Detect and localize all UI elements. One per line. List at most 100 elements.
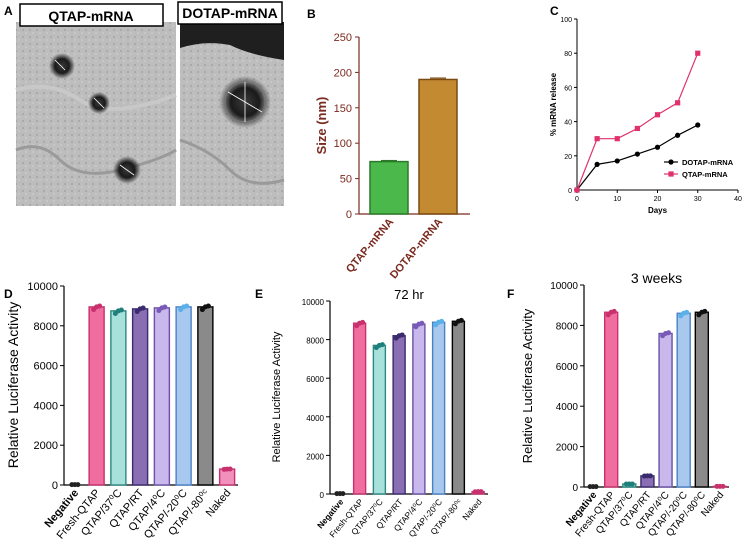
- d-replicate-point: [227, 466, 233, 472]
- d-replicate-point: [162, 304, 168, 310]
- f-replicate-point: [611, 308, 617, 314]
- d-y-tick-label: 4000: [34, 400, 58, 412]
- d-y-tick-label: 10000: [27, 281, 58, 293]
- e-replicate-point: [458, 317, 464, 323]
- c-point: [654, 112, 661, 118]
- f-y-tick-label: 4000: [556, 402, 579, 413]
- e-replicate-point: [379, 342, 385, 348]
- d-bar: [197, 306, 214, 486]
- c-x-tick-label: 0: [575, 196, 579, 203]
- c-point: [675, 132, 681, 138]
- e-replicate-point: [399, 332, 405, 338]
- b-y-tick-label: 250: [334, 32, 352, 44]
- d-y-tick-label: 2000: [34, 440, 58, 452]
- e-replicate-point: [439, 318, 445, 324]
- d-replicate-point: [75, 482, 81, 488]
- f-y-axis-label: Relative Luciferase Activity: [520, 308, 535, 463]
- e-bar: [372, 344, 387, 495]
- c-x-tick-label: 40: [734, 196, 742, 203]
- f-bar: [603, 311, 619, 488]
- c-y-tick-label: 20: [564, 154, 572, 161]
- e-y-axis-label: Relative Luciferase Activity: [271, 331, 283, 462]
- c-y-tick-label: 60: [564, 85, 572, 92]
- d-replicate-point: [205, 303, 211, 309]
- e-bar: [431, 321, 446, 495]
- c-y-tick-label: 100: [560, 17, 572, 24]
- c-point: [594, 136, 600, 142]
- e-y-tick-label: 6000: [306, 375, 324, 384]
- e-bar: [392, 335, 406, 495]
- f-y-tick-label: 8000: [556, 321, 579, 332]
- d-bar: [175, 306, 192, 486]
- c-legend-marker: [668, 159, 674, 165]
- d-y-tick-label: 8000: [34, 321, 58, 333]
- d-replicate-point: [184, 303, 190, 309]
- e-y-tick-label: 2000: [306, 452, 324, 461]
- c-point: [695, 50, 701, 56]
- f-y-tick-label: 0: [572, 483, 578, 494]
- c-legend-marker: [668, 171, 674, 177]
- d-bar: [131, 308, 149, 486]
- c-x-tick-label: 10: [613, 196, 621, 203]
- panel-letter-c: C: [550, 4, 559, 18]
- c-legend-label: DOTAP-mRNA: [682, 158, 734, 167]
- b-y-tick-label: 100: [334, 138, 352, 150]
- e-y-tick-label: 4000: [306, 414, 324, 423]
- dotap-label-box: [177, 1, 283, 25]
- c-point: [594, 161, 600, 167]
- e-replicate-point: [419, 320, 425, 326]
- f-y-tick-label: 10000: [550, 281, 578, 292]
- panel-letter-a: A: [4, 4, 13, 18]
- dotap-micrograph-label: DOTAP-mRNA: [182, 5, 277, 21]
- e-y-tick-label: 0: [320, 491, 325, 500]
- e-replicate-point: [478, 489, 484, 495]
- f-replicate-point: [702, 308, 708, 314]
- d-y-tick-label: 6000: [34, 361, 58, 373]
- e-replicate-point: [340, 491, 346, 497]
- d-replicate-point: [140, 305, 146, 311]
- c-legend-label: QTAP-mRNA: [682, 170, 728, 179]
- f-replicate-point: [666, 330, 672, 336]
- c-point: [634, 125, 640, 132]
- e-y-tick-label: 8000: [306, 337, 324, 346]
- e-category-label: Naked: [460, 497, 484, 522]
- d-bar: [153, 307, 171, 486]
- b-category-label: QTAP-mRNA: [344, 216, 396, 275]
- chart-c-release: 0 20 40 60 80 100 0 10 20 30 40 DOTAP-mRNA QTAP-mRNA…: [549, 17, 742, 215]
- f-replicate-point: [593, 484, 599, 490]
- d-replicate-point: [97, 303, 103, 309]
- c-point: [654, 144, 661, 150]
- e-bar: [352, 322, 367, 495]
- f-bar: [676, 312, 691, 488]
- d-bar: [88, 306, 105, 486]
- c-x-axis-label: Days: [648, 206, 668, 215]
- c-x-tick-label: 30: [694, 196, 702, 203]
- b-y-tick-label: 50: [340, 174, 352, 186]
- panel-letter-f: F: [507, 287, 514, 301]
- micrograph-dotap: [179, 22, 285, 206]
- c-series-line-qtap-mrna: [576, 52, 699, 191]
- c-y-axis-label: % mRNA release: [549, 72, 558, 136]
- e-y-tick-label: 10000: [302, 298, 325, 307]
- c-point: [634, 151, 640, 157]
- panel-letter-b: B: [307, 7, 316, 21]
- e-bar: [451, 320, 466, 495]
- b-y-tick-label: 0: [346, 209, 352, 221]
- f-y-tick-label: 6000: [556, 362, 579, 373]
- b-bar-qtap-mrna: [369, 160, 409, 215]
- chart-d-luciferase: 0200040006000800010000NegativeFresh-QTAP…: [5, 281, 238, 542]
- b-bar-dotap-mrna: [418, 78, 458, 215]
- b-category-label: DOTAP-mRNA: [388, 216, 445, 281]
- d-bar: [110, 310, 127, 486]
- panel-letter-d: D: [4, 287, 13, 301]
- c-point: [614, 158, 620, 164]
- chart-e-luciferase-72hr: 0200040006000800010000NegativeFresh-QTAP…: [271, 287, 488, 539]
- d-y-axis-label: Relative Luciferase Activity: [5, 302, 21, 469]
- e-title: 72 hr: [394, 287, 424, 302]
- f-bar: [694, 311, 710, 488]
- c-x-tick-label: 20: [654, 196, 662, 203]
- f-y-tick-label: 2000: [556, 443, 579, 454]
- panel-letter-e: E: [255, 287, 263, 301]
